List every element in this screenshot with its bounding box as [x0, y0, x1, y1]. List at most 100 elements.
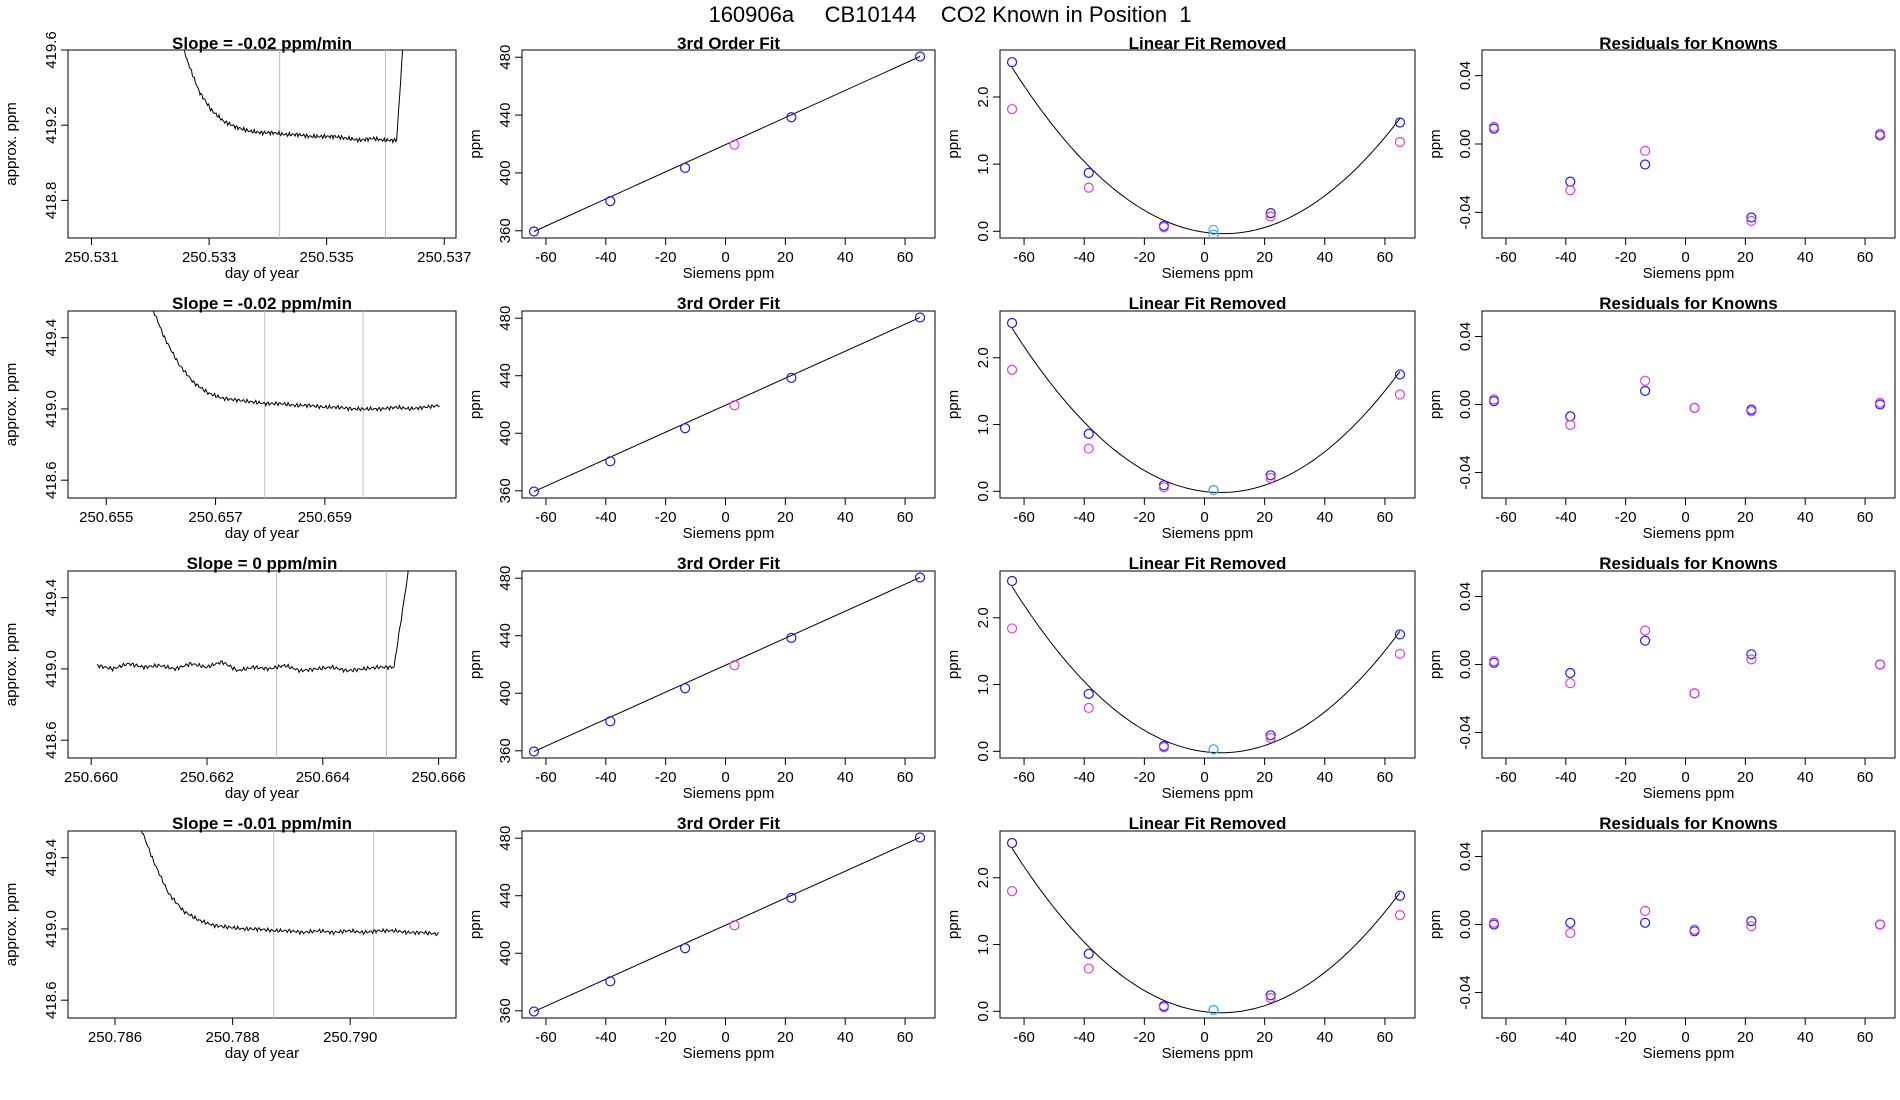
blue-residual-point: [1565, 176, 1576, 187]
x-tick-label: 250.660: [64, 769, 118, 786]
y-axis-label: approx. ppm: [3, 363, 20, 446]
panel-residuals-row-1: Residuals for Knowns -60 -40 -20 0 20 40 60 -0.0…: [1427, 34, 1896, 282]
fit-point: [914, 51, 926, 62]
plot-frame: [521, 830, 936, 1019]
x-tick-label: 20: [1256, 509, 1273, 526]
x-tick-label: 40: [1797, 1029, 1814, 1046]
blue-residual-point: [1640, 635, 1651, 646]
x-tick-label: 20: [1737, 249, 1754, 266]
blue-point: [1158, 480, 1169, 491]
y-tick-label: 1.0: [975, 674, 992, 695]
x-tick-label: 250.790: [323, 1029, 377, 1046]
data-layer: [528, 832, 926, 1017]
magenta-point: [1158, 222, 1169, 233]
fit-point: [680, 162, 691, 173]
x-tick-label: 0: [721, 249, 729, 266]
y-tick-label: 0.0: [975, 741, 992, 762]
blue-residual-point: [1565, 667, 1576, 679]
blue-point: [1265, 730, 1276, 741]
y-tick-label: 0.04: [1457, 842, 1474, 871]
y-axis-label: ppm: [1427, 910, 1444, 939]
plot-frame: [999, 49, 1416, 239]
y-tick-label: 419.4: [43, 579, 60, 617]
blue-point: [1006, 317, 1018, 329]
x-tick-label: -60: [535, 1029, 557, 1046]
x-tick-label: 60: [1857, 509, 1874, 526]
magenta-residual-point: [1640, 905, 1651, 917]
x-tick-label: 60: [897, 1029, 914, 1046]
fit-point: [786, 372, 797, 383]
x-axis-label: Siemens ppm: [683, 785, 775, 802]
blue-residual-point: [1565, 411, 1576, 422]
magenta-residual-point: [1488, 917, 1500, 928]
panel-residuals-row-3: Residuals for Knowns -60 -40 -20 0 20 40 60 -0.0…: [1427, 554, 1896, 802]
panel-linear_removed-row-3: Linear Fit Removed -60 -40 -20 0 20 40 60 0.0 1.0…: [945, 554, 1416, 802]
panel-title: 3rd Order Fit: [677, 814, 780, 833]
y-tick-label: 0.0: [975, 221, 992, 242]
x-tick-label: 20: [1256, 249, 1273, 266]
x-tick-label: 40: [837, 509, 854, 526]
y-tick-label: 419.0: [43, 390, 60, 428]
data-layer: [1488, 905, 1886, 939]
panel-linear_removed-row-1: Linear Fit Removed -60 -40 -20 0 20 40 60 0.0 1.0…: [945, 34, 1416, 282]
y-tick-label: 0.04: [1457, 322, 1474, 351]
x-tick-label: -40: [595, 1029, 617, 1046]
x-tick-label: -20: [1134, 249, 1156, 266]
magenta-residual-point: [1565, 927, 1576, 939]
panel-title: Linear Fit Removed: [1129, 34, 1287, 53]
blue-residual-point: [1746, 212, 1757, 223]
fit-point: [680, 683, 691, 694]
x-tick-label: 60: [1377, 769, 1394, 786]
panel-title: Residuals for Knowns: [1599, 34, 1778, 53]
x-tick-label: -40: [595, 249, 617, 266]
concentration-trace: [141, 831, 439, 937]
y-tick-label: 400: [497, 160, 514, 185]
y-tick-label: 0.0: [975, 481, 992, 502]
y-tick-label: 419.2: [43, 106, 60, 144]
magenta-residual-point: [1746, 406, 1757, 417]
panel-fit-row-3: 3rd Order Fit -60 -40 -20 0 20 40 60 360 400 440 48…: [467, 554, 936, 802]
y-tick-label: 400: [497, 941, 514, 966]
blue-point: [1208, 229, 1219, 238]
y-tick-label: -0.04: [1457, 455, 1474, 489]
fit-point: [914, 572, 926, 583]
y-tick-label: 418.6: [43, 721, 60, 759]
x-tick-label: 40: [1316, 1029, 1333, 1046]
y-tick-label: -0.04: [1457, 975, 1474, 1009]
x-tick-label: 0: [1200, 509, 1208, 526]
x-tick-label: 20: [1737, 509, 1754, 526]
x-tick-label: 0: [1681, 509, 1689, 526]
magenta-residual-point: [1689, 688, 1700, 699]
panel-title: 3rd Order Fit: [677, 294, 780, 313]
y-axis-label: ppm: [1427, 390, 1444, 419]
x-tick-label: -40: [1073, 769, 1095, 786]
y-tick-label: 418.6: [43, 461, 60, 499]
x-tick-label: 0: [1200, 249, 1208, 266]
x-tick-label: -40: [1073, 509, 1095, 526]
plot-frame: [521, 310, 936, 499]
fit-point: [680, 943, 691, 954]
x-tick-label: -60: [535, 509, 557, 526]
x-axis-label: Siemens ppm: [1643, 1045, 1735, 1062]
magenta-residual-point: [1488, 655, 1500, 667]
blue-point: [1083, 167, 1094, 178]
data-layer: [96, 571, 409, 758]
data-layer: [141, 831, 439, 1018]
y-tick-label: 418.8: [43, 182, 60, 220]
fit-point: [786, 892, 797, 903]
x-tick-label: 60: [897, 249, 914, 266]
blue-point: [1394, 629, 1406, 640]
blue-residual-point: [1640, 385, 1651, 396]
x-tick-label: 250.659: [298, 509, 352, 526]
x-tick-label: -60: [1013, 509, 1035, 526]
magenta-point: [1208, 224, 1219, 236]
panel-residuals-row-2: Residuals for Knowns -60 -40 -20 0 20 40 60 -0.0…: [1427, 294, 1896, 542]
blue-point: [1265, 470, 1276, 481]
x-axis-label: Siemens ppm: [683, 525, 775, 542]
y-tick-label: 480: [497, 566, 514, 591]
data-layer: [1006, 56, 1406, 238]
data-layer: [1488, 121, 1886, 227]
magenta-point: [1394, 910, 1406, 921]
plot-frame: [67, 830, 457, 1019]
x-tick-label: 20: [777, 509, 794, 526]
